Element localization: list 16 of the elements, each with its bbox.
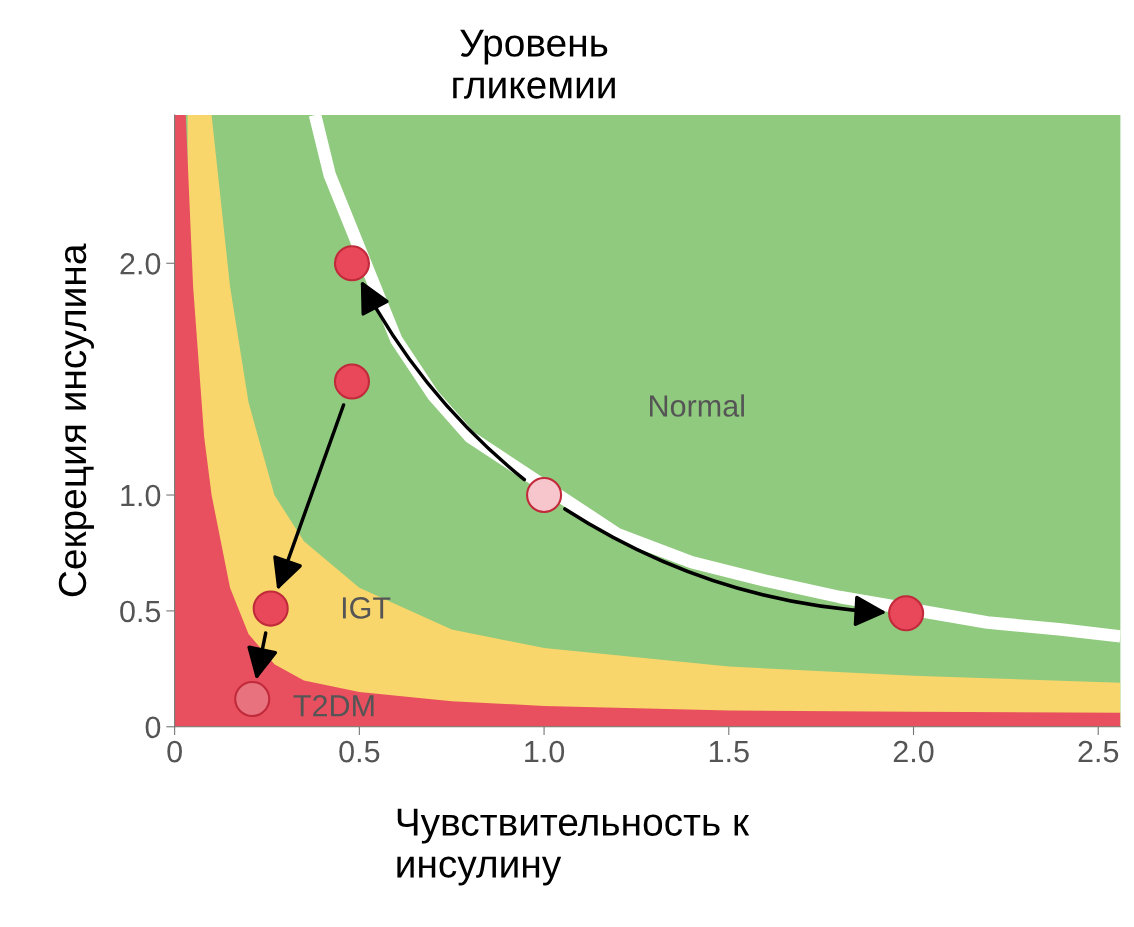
annotation: IGT: [342, 597, 391, 619]
y-tick-label: 0: [145, 716, 161, 739]
y-tick-label: 2.0: [120, 253, 161, 275]
x-tick-label: 2.0: [893, 740, 934, 763]
x-tick-label: 1.0: [525, 740, 565, 763]
annotation: Normal: [650, 394, 744, 417]
y-tick-label: 0.5: [120, 600, 161, 623]
chart-title: Уровень гликемии: [453, 29, 615, 99]
x-tick-label: 0.5: [339, 740, 380, 763]
x-tick-label: 2.5: [1078, 740, 1119, 763]
y-axis-title: Секреция инсулина: [58, 243, 94, 597]
x-axis-title: Чувствительность к инсулину: [397, 808, 750, 886]
y-tick-label: 1.0: [121, 484, 161, 507]
x-tick-label: 1.5: [709, 741, 749, 763]
annotation: T2DM: [293, 694, 374, 717]
x-tick-label: 0: [167, 740, 182, 763]
